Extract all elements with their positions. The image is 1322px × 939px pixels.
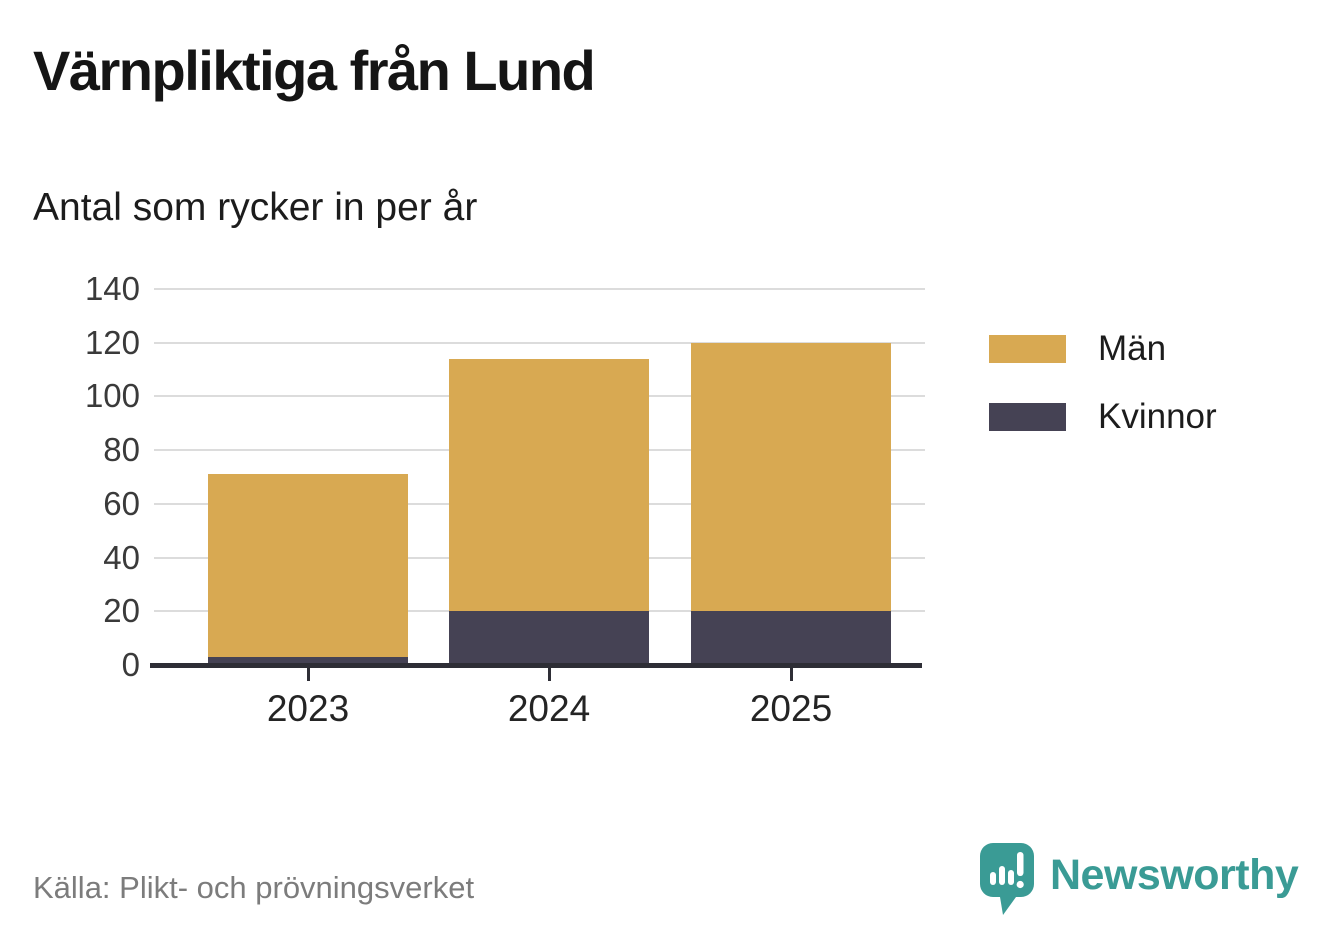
logo-exclamation-dot xyxy=(1016,880,1024,889)
page-title: Värnpliktiga från Lund xyxy=(33,39,596,102)
y-tick-label: 20 xyxy=(103,592,140,630)
gridline-120 xyxy=(154,341,925,344)
x-axis-labels: 2023 2024 2025 xyxy=(154,688,925,738)
y-tick-label: 40 xyxy=(103,538,140,576)
y-tick-label: 140 xyxy=(84,270,140,307)
chart-subtitle: Antal som rycker in per år xyxy=(33,186,478,229)
y-tick-label: 80 xyxy=(103,431,140,469)
bar-2023-män xyxy=(208,474,408,657)
plot-area xyxy=(150,288,925,681)
bar-2023-kvinnor xyxy=(208,656,408,665)
gridline-140 xyxy=(154,288,925,290)
y-tick-label: 120 xyxy=(84,323,140,361)
x-tick-label-2024: 2024 xyxy=(507,688,591,729)
legend-label-women: Kvinnor xyxy=(1098,397,1217,436)
x-tick-mark xyxy=(307,668,310,681)
legend-swatch-men xyxy=(989,335,1066,363)
x-axis-line xyxy=(150,663,922,668)
x-tick-mark xyxy=(790,668,793,681)
legend-swatch-women xyxy=(989,403,1066,431)
x-tick-label-2023: 2023 xyxy=(266,688,350,729)
x-tick-mark xyxy=(548,668,551,681)
logo-exclamation-stem xyxy=(1017,852,1024,876)
logo-bar-3 xyxy=(1008,870,1014,885)
bar-2025-kvinnor xyxy=(691,611,891,665)
legend-item-men: Män xyxy=(989,329,1217,369)
y-tick-label: 0 xyxy=(121,646,140,683)
legend-item-women: Kvinnor xyxy=(989,397,1217,437)
legend: Män Kvinnor xyxy=(989,329,1217,465)
x-tick-label-2025: 2025 xyxy=(749,688,833,729)
brand-name: Newsworthy xyxy=(1050,851,1299,899)
y-tick-label: 100 xyxy=(84,377,140,415)
source-note: Källa: Plikt- och prövningsverket xyxy=(33,870,475,905)
bar-2024-män xyxy=(449,358,649,612)
y-axis-labels: 0 20 40 60 80 100 120 140 xyxy=(0,272,140,681)
brand-logo: Newsworthy xyxy=(980,843,1299,917)
newsworthy-bubble-icon xyxy=(980,843,1034,915)
logo-bar-1 xyxy=(990,872,996,885)
bar-2024-kvinnor xyxy=(449,611,649,665)
bar-2025-män xyxy=(691,342,891,612)
legend-label-men: Män xyxy=(1098,329,1167,368)
y-tick-label: 60 xyxy=(103,484,140,522)
logo-bar-2 xyxy=(999,866,1005,885)
